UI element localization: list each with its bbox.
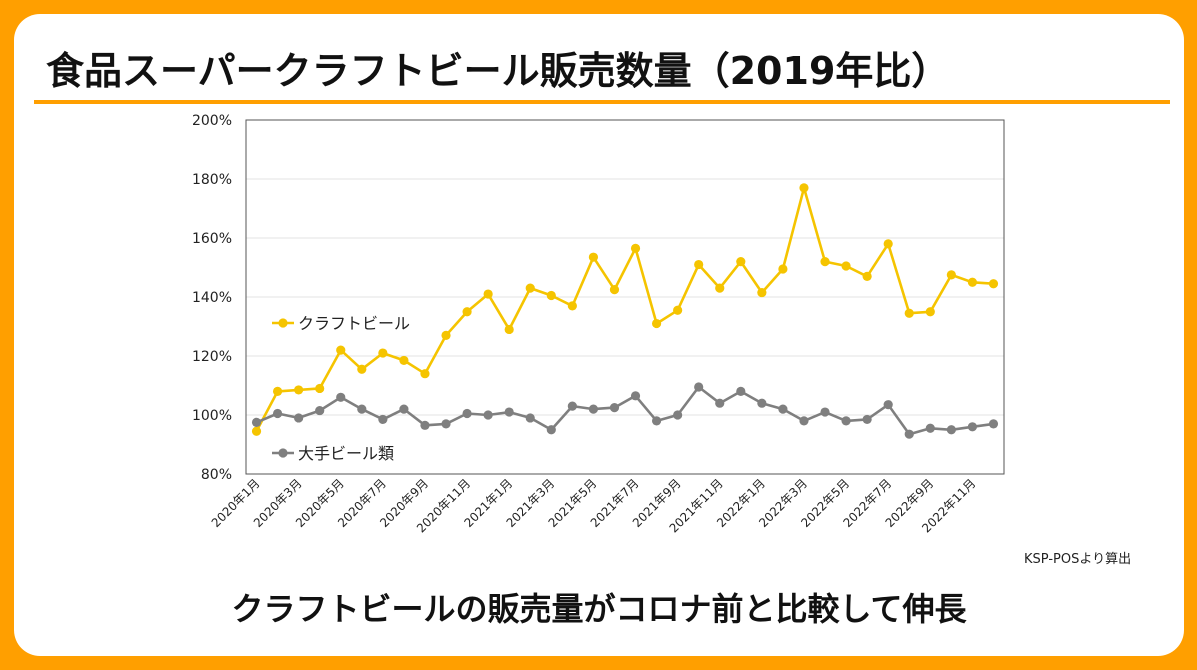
data-point — [715, 283, 725, 293]
y-tick-label: 200% — [192, 113, 232, 129]
data-point — [251, 426, 262, 436]
data-point — [630, 243, 641, 253]
data-point — [841, 416, 851, 426]
data-point — [546, 425, 556, 435]
data-point — [272, 408, 283, 419]
slide-title: 食品スーパークラフトビール販売数量（2019年比） — [46, 49, 950, 93]
slide-subtitle: クラフトビールの販売量がコロナ前と比較して伸長 — [231, 590, 967, 628]
legend-swatch-marker — [278, 318, 288, 328]
data-point — [567, 401, 577, 411]
data-point — [378, 348, 388, 358]
data-point — [420, 420, 430, 430]
data-point — [988, 419, 999, 429]
data-point — [399, 355, 409, 366]
title-underline — [34, 100, 1170, 104]
data-point — [778, 404, 788, 414]
data-point — [357, 364, 367, 374]
data-point — [925, 307, 935, 317]
slide-card: 食品スーパークラフトビール販売数量（2019年比） 80% 100% 120% 140… — [14, 14, 1184, 656]
data-point — [525, 413, 535, 423]
data-point — [904, 308, 914, 318]
y-tick-label: 160% — [192, 231, 232, 247]
data-point — [378, 414, 388, 425]
data-point — [251, 417, 262, 427]
data-point — [651, 416, 662, 426]
data-point — [294, 413, 304, 423]
data-point — [799, 416, 809, 426]
data-point — [399, 404, 409, 414]
data-point — [673, 410, 683, 420]
data-point — [462, 307, 472, 317]
data-point — [736, 386, 746, 396]
data-point — [609, 285, 620, 295]
data-point — [462, 408, 472, 419]
data-point — [357, 404, 367, 414]
data-point — [694, 259, 704, 270]
series-line — [255, 385, 994, 436]
data-point — [967, 277, 978, 287]
data-point — [483, 289, 493, 299]
data-point — [967, 422, 978, 432]
data-point — [567, 301, 577, 311]
data-point — [546, 290, 556, 301]
data-point — [483, 410, 493, 420]
line-chart: 80%100%120%140%160%180%200%2020年1月2020年3… — [192, 113, 1005, 535]
data-point — [504, 324, 514, 335]
data-point — [336, 392, 346, 402]
y-tick-label: 140% — [192, 290, 232, 306]
data-point — [841, 261, 851, 271]
data-point — [420, 369, 430, 379]
data-point — [336, 345, 346, 355]
data-point — [757, 398, 767, 408]
source-note: KSP-POSより算出 — [1024, 552, 1132, 567]
data-point — [694, 382, 704, 392]
data-point — [441, 330, 451, 340]
legend-swatch-marker — [278, 448, 288, 458]
data-point — [883, 239, 893, 249]
data-point — [799, 183, 809, 193]
data-point — [988, 279, 999, 289]
data-point — [315, 405, 325, 416]
data-point — [315, 383, 325, 394]
data-point — [588, 404, 599, 414]
data-point — [946, 425, 956, 435]
y-tick-label: 120% — [192, 349, 232, 365]
plot-area — [245, 119, 1005, 475]
legend-label: 大手ビール類 — [298, 444, 394, 463]
data-point — [651, 318, 662, 329]
data-point — [504, 407, 514, 417]
data-point — [946, 270, 956, 280]
series-line — [255, 186, 994, 432]
data-point — [673, 305, 683, 315]
data-point — [588, 252, 599, 262]
data-point — [609, 403, 620, 413]
data-point — [294, 385, 304, 395]
data-point — [441, 419, 451, 429]
y-tick-label: 180% — [192, 172, 232, 188]
data-point — [272, 386, 283, 396]
data-point — [904, 429, 914, 439]
y-tick-label: 100% — [192, 408, 232, 424]
data-point — [778, 264, 788, 274]
legend-label: クラフトビール — [298, 314, 410, 333]
y-tick-label: 80% — [201, 467, 232, 483]
data-point — [862, 271, 872, 281]
data-point — [715, 398, 725, 408]
data-point — [757, 287, 767, 298]
data-point — [736, 257, 746, 267]
data-point — [525, 283, 535, 293]
data-point — [883, 400, 893, 410]
data-point — [820, 407, 830, 417]
data-point — [862, 414, 872, 425]
data-point — [820, 257, 830, 267]
data-point — [630, 391, 641, 401]
data-point — [925, 423, 935, 433]
